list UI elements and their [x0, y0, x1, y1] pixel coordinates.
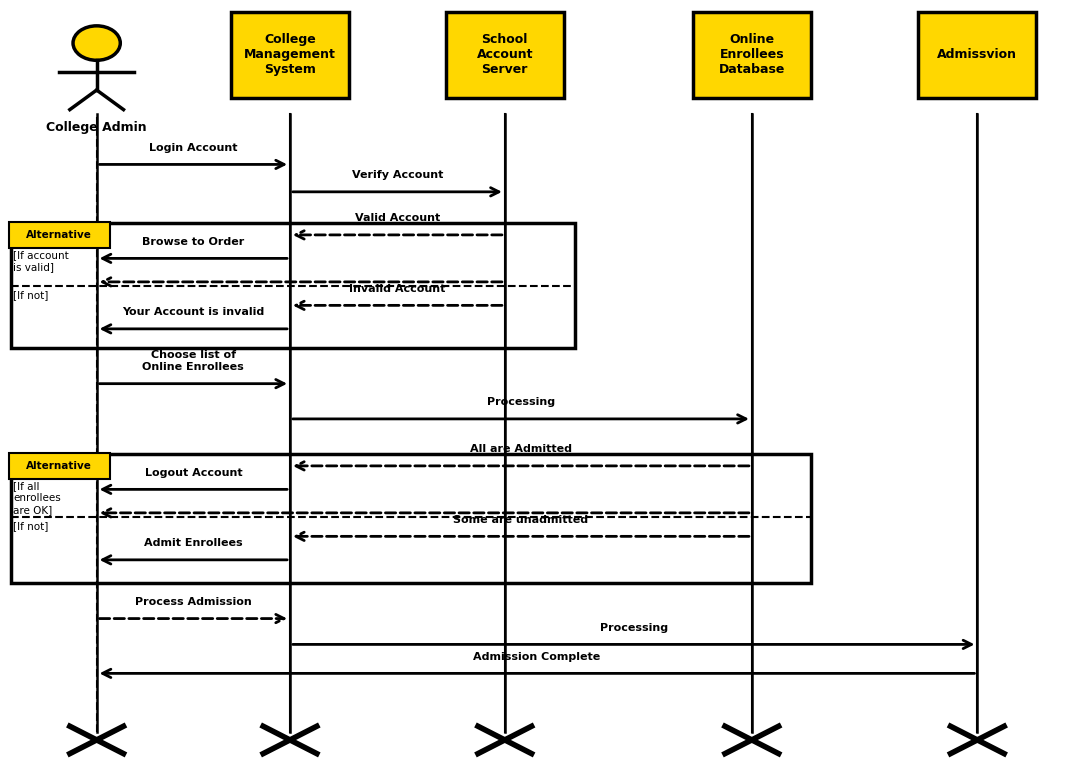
Text: Online
Enrollees
Database: Online Enrollees Database [719, 34, 785, 76]
Text: [If all
enrollees
are OK]: [If all enrollees are OK] [13, 482, 60, 514]
Text: Choose list of
Online Enrollees: Choose list of Online Enrollees [143, 350, 244, 372]
Text: All are Admitted: All are Admitted [470, 444, 571, 454]
Text: Admit Enrollees: Admit Enrollees [144, 538, 243, 548]
Bar [11, 223, 575, 348]
Text: [If not]: [If not] [13, 290, 48, 300]
Text: Processing: Processing [599, 622, 668, 633]
Text: [If account
is valid]: [If account is valid] [13, 251, 69, 272]
Text: Your Account is invalid: Your Account is invalid [122, 307, 264, 317]
FancyBboxPatch shape [918, 12, 1036, 98]
Text: Verify Account: Verify Account [351, 170, 444, 180]
Text: Alternative: Alternative [26, 230, 92, 240]
Text: Invalid Account: Invalid Account [349, 283, 446, 294]
Text: College Admin: College Admin [46, 121, 147, 135]
FancyBboxPatch shape [693, 12, 811, 98]
Text: Login Account: Login Account [149, 143, 237, 153]
Text: Browse to Order: Browse to Order [142, 236, 245, 247]
Circle shape [73, 26, 120, 60]
Text: Processing: Processing [487, 397, 555, 407]
Text: Admissvion: Admissvion [938, 49, 1017, 61]
Text: Alternative: Alternative [26, 461, 92, 471]
FancyBboxPatch shape [446, 12, 564, 98]
Text: Admission Complete: Admission Complete [474, 651, 600, 662]
Text: Valid Account: Valid Account [354, 213, 440, 223]
FancyBboxPatch shape [9, 222, 110, 248]
Text: College
Management
System: College Management System [244, 34, 336, 76]
FancyBboxPatch shape [231, 12, 349, 98]
FancyBboxPatch shape [9, 453, 110, 479]
Text: [If not]: [If not] [13, 521, 48, 531]
Bar [11, 454, 811, 583]
Text: School
Account
Server: School Account Server [477, 34, 533, 76]
Text: Process Admission: Process Admission [135, 597, 251, 607]
Text: Logout Account: Logout Account [145, 467, 242, 478]
Text: Some are unadmitted: Some are unadmitted [453, 514, 589, 525]
